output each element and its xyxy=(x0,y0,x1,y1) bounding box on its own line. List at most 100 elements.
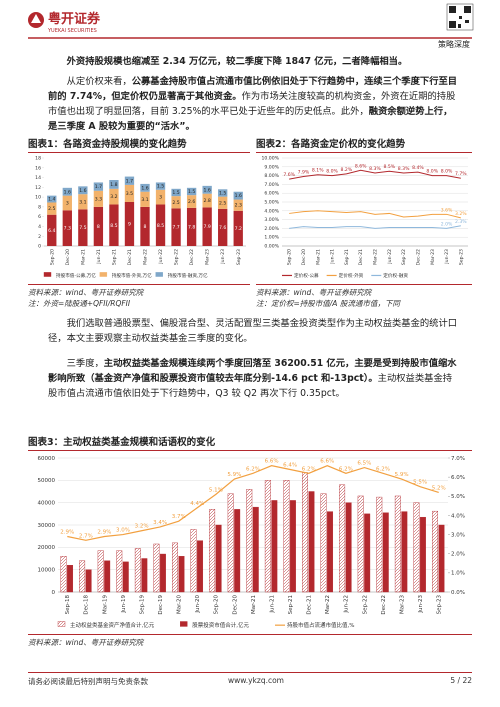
y-tick-label: 12 xyxy=(35,185,41,191)
data-label: 3.2% xyxy=(455,211,467,217)
x-tick-label: Mar-22 xyxy=(325,595,331,614)
y2-tick-label: 1.0% xyxy=(451,571,465,577)
x-tick-label: Mar-21 xyxy=(251,595,257,614)
y-tick-label: 2 xyxy=(38,234,41,240)
y2-tick-label: 5.0% xyxy=(451,494,465,500)
bar-segment xyxy=(155,189,166,205)
bar xyxy=(190,529,197,593)
figure-title: 图表2：各路资金定价权的变化趋势 xyxy=(256,136,472,153)
data-label: 8.4% xyxy=(412,165,424,171)
bar-segment xyxy=(47,195,57,203)
y-tick-label: 0 xyxy=(52,590,56,596)
bar-segment xyxy=(202,207,212,246)
x-tick-label: Dec-22 xyxy=(189,249,195,265)
x-tick-label: Dec-19 xyxy=(158,595,164,615)
bar xyxy=(401,511,408,593)
x-tick-label: Dec-21 xyxy=(127,249,133,265)
data-label: 3.6% xyxy=(441,207,453,213)
bar xyxy=(432,510,438,593)
bar-segment xyxy=(171,196,181,209)
bar-segment xyxy=(78,186,88,195)
y-tick-label: 1.00% xyxy=(264,235,279,241)
chart: 0 2 4 6 8 10 12 14 16 18 Sep-20 Dec-20 Mar-21 Jun-21 S… xyxy=(35,156,246,279)
data-label: 7.6 xyxy=(219,225,226,231)
x-tick-label: Jun-22 xyxy=(344,595,350,614)
data-label: 1.6 xyxy=(64,189,71,195)
x-tick-label: Sep-23 xyxy=(458,249,464,265)
data-label: 3.2 xyxy=(110,194,117,200)
bar-segment xyxy=(124,184,135,202)
bar xyxy=(79,560,86,593)
data-label: 1.5 xyxy=(172,190,179,196)
bar-segment xyxy=(140,183,150,192)
data-label: 8.5 xyxy=(157,223,164,229)
y2-tick-label: 2.0% xyxy=(451,552,465,558)
bar-segment xyxy=(171,208,181,246)
figure-title: 图表3：主动权益类基金规模和话语权的变化 xyxy=(28,434,472,451)
bar xyxy=(227,493,234,593)
data-label: 6.5% xyxy=(357,461,371,467)
y-tick-label: 0 xyxy=(38,244,41,250)
x-tick-label: Sep-21 xyxy=(288,595,294,614)
text-run: 从定价权来看， xyxy=(66,76,132,87)
x-tick-label: Sep-21 xyxy=(111,249,117,265)
x-tick-label: Sep-19 xyxy=(139,595,145,615)
page-number: 5 / 22 xyxy=(450,676,472,685)
bar xyxy=(141,558,148,593)
bar xyxy=(382,512,389,593)
source: 资料来源：wind、粤开证券研究院 xyxy=(256,288,372,297)
bar xyxy=(302,472,308,593)
x-tick-label: Jun-20 xyxy=(195,595,201,614)
bar-segment xyxy=(124,176,135,185)
data-label: 3.3 xyxy=(95,196,102,202)
bar xyxy=(345,502,352,593)
y-tick-label: 10 xyxy=(35,195,41,201)
bar-segment xyxy=(109,188,119,205)
y-tick-label: 8 xyxy=(38,204,41,210)
brand: 粤开证券 xyxy=(48,11,101,27)
bar-segment xyxy=(124,202,135,246)
x-tick-label: Mar-19 xyxy=(102,595,108,615)
x-tick-label: Sep-22 xyxy=(174,249,180,265)
x-tick-label: Jun-21 xyxy=(269,595,275,614)
legend-label: 持股市值-公募,万亿 xyxy=(56,272,96,279)
data-label: 6.6% xyxy=(320,459,334,465)
bar xyxy=(209,509,216,593)
x-tick-label: Sep-20 xyxy=(214,595,220,615)
data-label: 6.4 xyxy=(48,228,55,234)
data-label: 2.9% xyxy=(60,529,74,535)
bar-segment xyxy=(218,208,228,246)
y-tick-label: 5.00% xyxy=(264,200,279,206)
data-label: 1.5 xyxy=(157,184,164,190)
note: 注：定价权=持股市值/A 股流通市值，下同 xyxy=(256,299,400,308)
bar-segment xyxy=(202,185,212,194)
figure-title: 图表1：各路资金持股规模的变化趋势 xyxy=(28,136,250,153)
data-label: 3.1 xyxy=(141,197,148,203)
y-tick-label: 6.00% xyxy=(264,191,279,197)
legend-swatch xyxy=(99,272,108,277)
figure-source: 资料来源：wind、粤开证券研究院 注：外资=陆股通+QFII/RQFII xyxy=(28,284,250,309)
paragraph: 从定价权来看，公募基金持股市值占流通市值比例依旧处于下行趋势中，连续三个季度下行… xyxy=(48,74,458,134)
bar xyxy=(252,506,259,593)
data-label: 1.5 xyxy=(188,189,195,195)
bar-segment xyxy=(109,204,119,246)
bar xyxy=(283,480,290,593)
y-tick-label: 20000 xyxy=(38,545,56,551)
data-label: 8.3% xyxy=(398,166,410,172)
data-label: 1.5 xyxy=(219,190,226,196)
bar-segment xyxy=(93,206,104,246)
bar xyxy=(67,564,74,593)
bar-segment xyxy=(62,195,72,211)
footer: 请务必阅读最后特别声明与免责条款 www.ykzq.com 5 / 22 xyxy=(28,672,472,687)
data-label: 3.1 xyxy=(79,199,86,205)
data-label: 4.4% xyxy=(190,501,204,507)
data-label: 8.1% xyxy=(312,168,324,174)
data-label: 1.7 xyxy=(95,184,102,190)
y-tick-label: 10.00% xyxy=(261,156,279,162)
bar xyxy=(289,500,296,593)
legend-swatch xyxy=(180,621,188,627)
bar xyxy=(116,550,123,593)
y-tick-label: 4 xyxy=(38,224,41,230)
bar-segment xyxy=(171,188,181,197)
data-label: 7.6% xyxy=(283,172,295,178)
